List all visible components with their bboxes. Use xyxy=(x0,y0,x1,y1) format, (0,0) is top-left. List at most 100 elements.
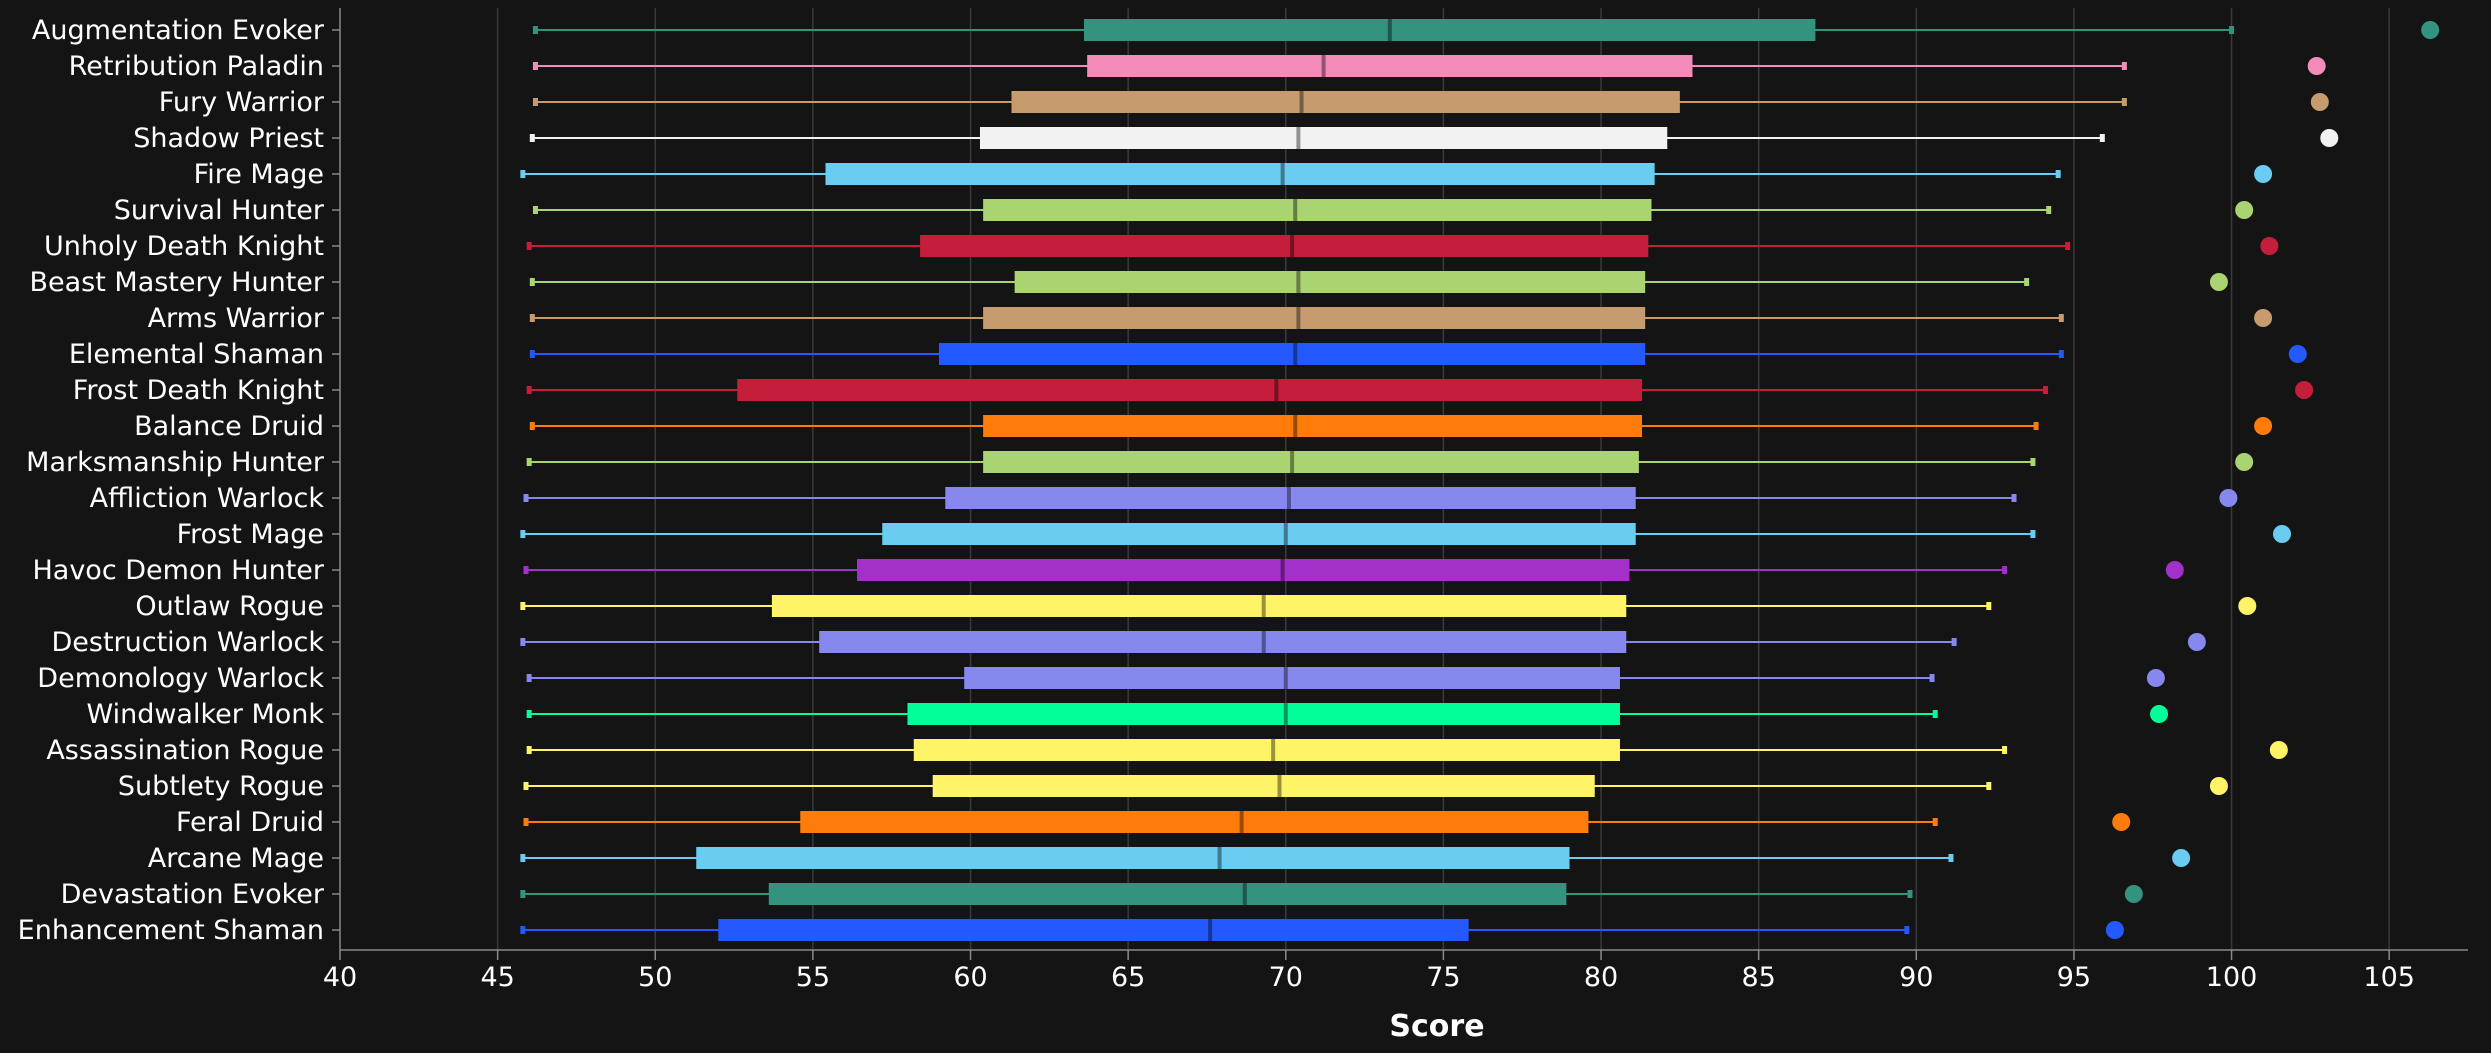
whisker-cap-max xyxy=(1929,674,1935,682)
outlier-point xyxy=(2112,813,2131,831)
x-tick-label: 70 xyxy=(1269,962,1303,993)
box-iqr xyxy=(737,379,1643,401)
x-tick-label: 45 xyxy=(480,962,514,993)
whisker-cap-min xyxy=(529,134,535,142)
whisker-cap-min xyxy=(532,98,538,106)
x-axis-title: Score xyxy=(1389,1009,1484,1044)
box-iqr xyxy=(920,235,1649,257)
box-iqr xyxy=(913,739,1620,761)
whisker-cap-max xyxy=(2002,566,2008,574)
whisker-cap-min xyxy=(520,530,526,538)
x-axis: 40 45 50 55 60 65 70 75 80 85 90 95 100 105 xyxy=(323,8,2468,993)
whisker-cap-min xyxy=(532,62,538,70)
outlier-point xyxy=(2146,669,2165,687)
outlier-point xyxy=(2254,417,2273,435)
outlier-point xyxy=(2421,21,2440,39)
whisker-cap-min xyxy=(526,242,532,250)
whisker-cap-max xyxy=(2043,386,2049,394)
category-label: Fire Mage xyxy=(194,159,324,190)
whisker-cap-max xyxy=(2121,98,2127,106)
category-label: Arcane Mage xyxy=(148,843,324,874)
whisker-cap-min xyxy=(523,818,529,826)
whisker-cap-max xyxy=(2099,134,2105,142)
whisker-cap-max xyxy=(1904,926,1910,934)
category-label: Enhancement Shaman xyxy=(18,915,324,946)
box-iqr xyxy=(1014,271,1646,293)
box-iqr xyxy=(983,199,1652,221)
box-iqr xyxy=(1087,55,1693,77)
box-series xyxy=(520,19,2235,941)
box-iqr xyxy=(945,487,1636,509)
x-tick-label: 95 xyxy=(2057,962,2091,993)
whisker-cap-min xyxy=(520,170,526,178)
category-label: Demonology Warlock xyxy=(37,663,324,694)
outlier-point xyxy=(2187,633,2206,651)
whisker-cap-max xyxy=(2229,26,2235,34)
whisker-cap-min xyxy=(526,386,532,394)
box-iqr xyxy=(800,811,1589,833)
whisker-cap-max xyxy=(2065,242,2071,250)
outlier-point xyxy=(2209,273,2228,291)
whisker-cap-max xyxy=(1986,782,1992,790)
category-labels: Augmentation Evoker Retribution Paladin Fu… xyxy=(18,15,340,946)
whisker-cap-max xyxy=(2024,278,2030,286)
outlier-point xyxy=(2272,525,2291,543)
box-iqr xyxy=(979,127,1668,149)
box-iqr xyxy=(983,415,1643,437)
whisker-cap-min xyxy=(532,206,538,214)
whisker-cap-min xyxy=(520,638,526,646)
whisker-cap-max xyxy=(2030,458,2036,466)
whisker-cap-max xyxy=(2058,314,2064,322)
category-label: Survival Hunter xyxy=(114,195,325,226)
category-label: Arms Warrior xyxy=(148,303,325,334)
outlier-point xyxy=(2105,921,2124,939)
category-label: Havoc Demon Hunter xyxy=(32,555,324,586)
outlier-point xyxy=(2307,57,2326,75)
box-iqr xyxy=(907,703,1620,725)
box-iqr xyxy=(825,163,1655,185)
box-iqr xyxy=(964,667,1620,689)
outlier-point xyxy=(2310,93,2329,111)
box-iqr xyxy=(768,883,1567,905)
box-iqr xyxy=(718,919,1469,941)
box-iqr xyxy=(771,595,1627,617)
outlier-point xyxy=(2254,165,2273,183)
whisker-cap-min xyxy=(529,278,535,286)
category-label: Marksmanship Hunter xyxy=(26,447,325,478)
whisker-cap-max xyxy=(2055,170,2061,178)
outlier-point xyxy=(2260,237,2279,255)
x-tick-label: 90 xyxy=(1899,962,1933,993)
x-tick-label: 55 xyxy=(796,962,830,993)
outlier-point xyxy=(2254,309,2273,327)
whisker-cap-max xyxy=(1986,602,1992,610)
whisker-cap-max xyxy=(2046,206,2052,214)
outlier-point xyxy=(2209,777,2228,795)
box-iqr xyxy=(857,559,1630,581)
whisker-cap-min xyxy=(532,26,538,34)
whisker-cap-min xyxy=(529,314,535,322)
x-tick-label: 40 xyxy=(323,962,357,993)
category-label: Devastation Evoker xyxy=(61,879,325,910)
category-label: Windwalker Monk xyxy=(86,699,324,730)
whisker-cap-min xyxy=(520,602,526,610)
whisker-cap-min xyxy=(520,854,526,862)
outlier-point xyxy=(2269,741,2288,759)
whisker-cap-max xyxy=(2058,350,2064,358)
x-tick-label: 60 xyxy=(953,962,987,993)
category-label: Frost Mage xyxy=(177,519,324,550)
category-label: Retribution Paladin xyxy=(69,51,324,82)
category-label: Frost Death Knight xyxy=(73,375,324,406)
outlier-point xyxy=(2295,381,2314,399)
whisker-cap-min xyxy=(523,494,529,502)
whisker-cap-min xyxy=(526,710,532,718)
category-label: Destruction Warlock xyxy=(51,627,324,658)
category-label: Beast Mastery Hunter xyxy=(29,267,324,298)
box-iqr xyxy=(932,775,1595,797)
x-tick-label: 85 xyxy=(1741,962,1775,993)
box-iqr xyxy=(938,343,1646,365)
whisker-cap-min xyxy=(520,890,526,898)
category-label: Unholy Death Knight xyxy=(44,231,324,262)
category-label: Subtlety Rogue xyxy=(118,771,324,802)
whisker-cap-max xyxy=(1951,638,1957,646)
